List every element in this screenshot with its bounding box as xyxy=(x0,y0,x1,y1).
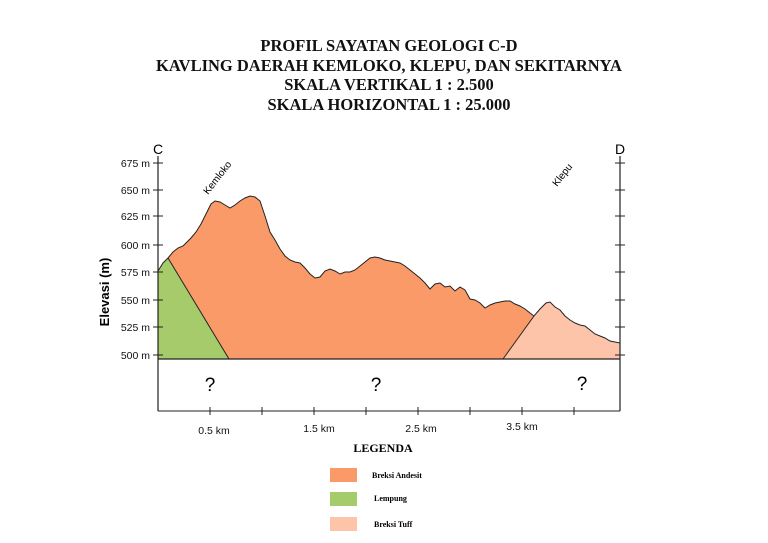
title-line-1: PROFIL SAYATAN GEOLOGI C-D xyxy=(260,36,518,55)
legend: LEGENDA Breksi Andesit Lempung Breksi Tu… xyxy=(330,441,422,531)
y-tick-label-625: 625 m xyxy=(121,211,150,223)
left-endpoint-label: C xyxy=(153,141,163,157)
legend-label-lempung: Lempung xyxy=(374,494,407,503)
topographic-profile-line xyxy=(157,195,621,344)
x-tick-label-1-5: 1.5 km xyxy=(303,423,335,435)
unknown-marker-middle: ? xyxy=(371,375,382,396)
lempung-unit xyxy=(158,258,229,359)
unknown-marker-right: ? xyxy=(577,374,588,395)
place-label-klepu: Klepu xyxy=(551,162,575,189)
breksi-tuff-contact-line xyxy=(502,315,535,360)
unknown-marker-left: ? xyxy=(205,375,216,396)
title-line-4: SKALA HORIZONTAL 1 : 25.000 xyxy=(267,94,511,114)
x-axis-tick-labels: 0.5 km 1.5 km 2.5 km 3.5 km xyxy=(198,421,538,437)
legend-label-breksi-andesit: Breksi Andesit xyxy=(372,471,422,480)
title-line-3: SKALA VERTIKAL 1 : 2.500 xyxy=(284,75,494,94)
place-label-kemloko: Kemloko xyxy=(202,159,235,197)
y-tick-label-675: 675 m xyxy=(121,158,150,170)
title-line-2: KAVLING DAERAH KEMLOKO, KLEPU, DAN SEKIT… xyxy=(156,55,622,75)
y-tick-label-550: 550 m xyxy=(121,295,150,307)
legend-title: LEGENDA xyxy=(353,441,413,455)
y-tick-label-575: 575 m xyxy=(121,267,150,279)
x-tick-label-0-5: 0.5 km xyxy=(198,425,230,437)
right-endpoint-label: D xyxy=(615,141,625,157)
figure-title: PROFIL SAYATAN GEOLOGI C-D KAVLING DAERA… xyxy=(0,36,768,114)
legend-label-breksi-tuff: Breksi Tuff xyxy=(374,520,413,529)
y-tick-label-600: 600 m xyxy=(121,240,150,252)
legend-swatch-breksi-tuff xyxy=(330,517,357,531)
x-axis-ticks xyxy=(209,407,575,415)
breksi-andesit-unit xyxy=(168,196,534,359)
legend-swatch-breksi-andesit xyxy=(330,468,357,482)
y-tick-label-500: 500 m xyxy=(121,350,150,362)
x-tick-label-3-5: 3.5 km xyxy=(506,421,538,433)
y-axis-label: Elevasi (m) xyxy=(97,258,112,327)
y-axis-tick-labels: 675 m 650 m 625 m 600 m 575 m 550 m 525 … xyxy=(121,158,150,362)
y-tick-label-650: 650 m xyxy=(121,185,150,197)
x-tick-label-2-5: 2.5 km xyxy=(405,423,437,435)
legend-swatch-lempung xyxy=(330,492,357,506)
lempung-contact-line xyxy=(167,257,230,360)
y-tick-label-525: 525 m xyxy=(121,322,150,334)
y-axis-ticks xyxy=(153,162,625,356)
breksi-tuff-unit xyxy=(503,302,620,359)
